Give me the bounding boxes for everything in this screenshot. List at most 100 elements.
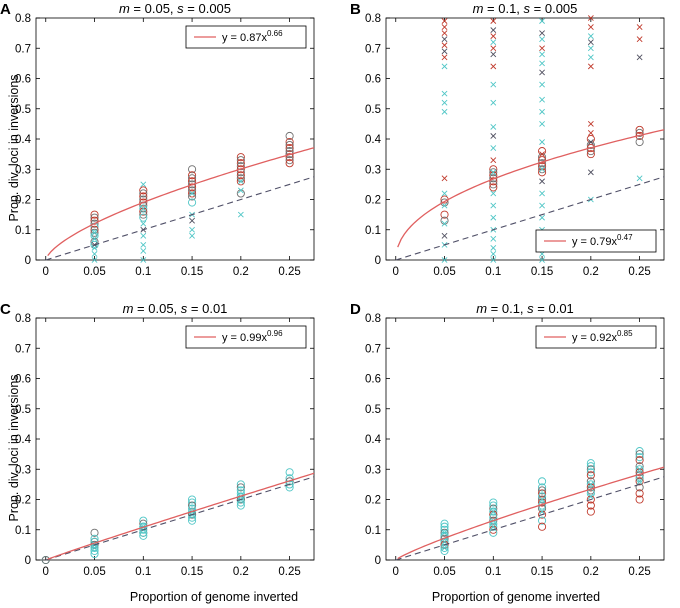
data-point-circle xyxy=(586,480,595,489)
data-point-circle xyxy=(635,137,644,147)
reference-line-dashed xyxy=(45,476,315,561)
y-tick-label: 0 xyxy=(375,555,381,567)
data-point-circle xyxy=(139,531,148,540)
y-tick-label: 0.1 xyxy=(365,525,381,537)
y-tick-label: 0.8 xyxy=(15,13,31,25)
data-point-cross xyxy=(490,33,497,40)
reference-line-dashed xyxy=(395,176,665,261)
data-point-circle xyxy=(90,219,99,228)
x-tick-label: 0 xyxy=(43,566,49,578)
legend-label: y = 0.99x0.96 xyxy=(222,329,283,344)
data-point-cross xyxy=(539,214,545,221)
data-point-circle xyxy=(586,471,595,480)
title-c: m = 0.05, s = 0.01 xyxy=(123,301,228,316)
data-point-cross xyxy=(441,30,448,37)
y-tick-label: 0.3 xyxy=(365,464,381,476)
data-point-cross xyxy=(490,133,497,139)
data-point-cross xyxy=(490,214,497,221)
x-tick-label: 0.25 xyxy=(628,566,650,578)
data-point-cross xyxy=(539,18,545,24)
data-point-circle xyxy=(90,210,99,219)
data-point-circle xyxy=(139,516,148,525)
y-tick-label: 0.7 xyxy=(365,343,381,355)
data-point-circle xyxy=(188,189,197,198)
data-point-circle xyxy=(538,483,547,492)
data-point-cross xyxy=(636,54,643,61)
data-point-cross xyxy=(490,508,497,515)
plot-area-d xyxy=(385,317,665,561)
data-point-circle xyxy=(139,189,148,198)
data-point-cross xyxy=(490,99,497,106)
y-tick-label: 0.7 xyxy=(15,43,31,55)
data-point-cross xyxy=(587,63,594,70)
y-tick-label: 0.5 xyxy=(365,104,381,116)
data-point-circle xyxy=(188,495,197,504)
data-point-circle xyxy=(90,528,99,537)
data-point-circle xyxy=(236,159,245,168)
data-point-cross xyxy=(539,139,545,145)
data-point-circle xyxy=(440,519,449,528)
data-point-circle xyxy=(236,501,245,510)
data-point-cross xyxy=(140,220,147,227)
data-point-circle xyxy=(538,522,547,531)
y-tick-label: 0.2 xyxy=(365,495,381,507)
data-point-circle xyxy=(586,462,595,471)
y-tick-label: 0.7 xyxy=(15,343,31,355)
x-tick-label: 0.25 xyxy=(628,266,650,278)
y-tick-label: 0.5 xyxy=(365,404,381,416)
data-point-circle xyxy=(586,150,595,159)
x-tick-label: 0.2 xyxy=(233,566,249,578)
x-tick-label: 0.25 xyxy=(278,266,300,278)
data-point-circle xyxy=(236,486,245,495)
data-point-cross xyxy=(441,18,448,24)
data-point-circle xyxy=(90,228,99,237)
x-tick-label: 0.15 xyxy=(181,566,203,578)
data-point-cross xyxy=(490,63,497,70)
data-point-circle xyxy=(285,156,294,165)
data-point-cross xyxy=(91,251,98,257)
data-point-cross xyxy=(140,232,147,239)
y-tick-label: 0.3 xyxy=(15,164,31,176)
data-point-circle xyxy=(139,210,148,219)
data-point-circle xyxy=(586,144,595,153)
data-point-cross xyxy=(490,18,497,24)
panel-label-c: C xyxy=(0,301,11,318)
data-point-cross xyxy=(587,24,594,30)
data-point-circle xyxy=(489,177,498,186)
data-point-circle xyxy=(236,177,245,186)
data-point-cross xyxy=(441,54,448,61)
data-point-circle xyxy=(635,456,644,465)
y-tick-label: 0.3 xyxy=(15,464,31,476)
data-point-cross xyxy=(587,130,594,136)
y-tick-label: 0.8 xyxy=(15,313,31,325)
data-point-circle xyxy=(236,165,245,174)
data-point-cross xyxy=(441,202,448,209)
data-point-circle xyxy=(139,192,148,201)
data-point-circle xyxy=(489,501,498,510)
x-axis-label-left: Proportion of genome inverted xyxy=(130,590,298,604)
plot-area-a xyxy=(35,17,315,261)
data-point-cross xyxy=(237,211,244,218)
data-point-circle xyxy=(188,198,197,207)
y-tick-label: 0.4 xyxy=(15,134,32,146)
y-tick-label: 0 xyxy=(25,255,31,267)
data-point-cross xyxy=(539,81,545,88)
data-point-circle xyxy=(635,453,644,462)
data-point-circle xyxy=(586,501,595,510)
data-point-cross xyxy=(490,169,497,176)
legend-c: y = 0.99x0.96 xyxy=(185,325,307,349)
y-tick-label: 0.2 xyxy=(15,195,31,207)
data-point-cross xyxy=(539,202,545,209)
data-point-circle xyxy=(538,495,547,504)
data-point-cross xyxy=(636,24,643,30)
data-point-circle xyxy=(285,474,294,483)
x-tick-label: 0.05 xyxy=(83,566,105,578)
x-tick-label: 0.1 xyxy=(135,566,151,578)
fit-curve xyxy=(47,147,315,257)
legend-box xyxy=(535,325,657,349)
data-point-circle xyxy=(489,507,498,516)
data-point-cross xyxy=(539,190,545,197)
data-point-cross xyxy=(189,226,195,233)
y-axis-label-top: Prop. div. loci in inversions xyxy=(7,74,21,221)
legend-b: y = 0.79x0.47 xyxy=(535,229,657,253)
